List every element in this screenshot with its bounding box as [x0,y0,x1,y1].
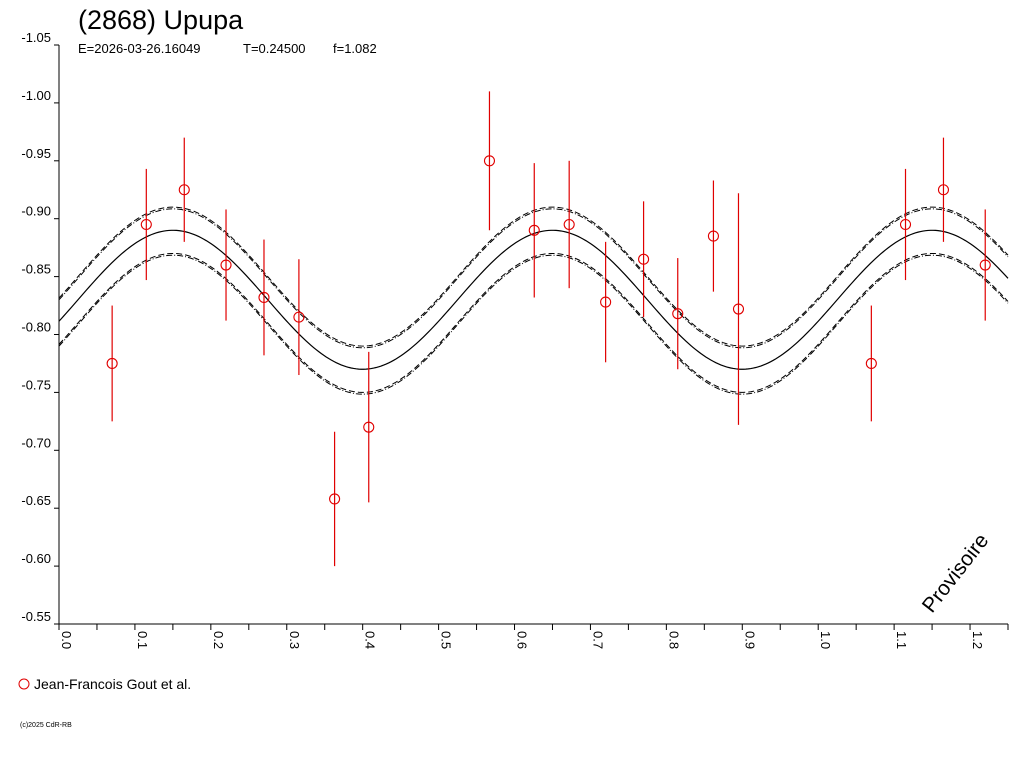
y-tick-label-2: -0.95 [21,146,51,161]
y-tick-label-9: -0.60 [21,551,51,566]
data-point-0-12 [638,253,650,265]
axes [58,45,1008,625]
y-tick-label-6: -0.75 [21,377,51,392]
y-tick-label-1: -1.00 [21,88,51,103]
y-tick-label-4: -0.85 [21,262,51,277]
copyright-text: (c)2025 CdR-RB [20,722,72,729]
fit-band-lower-dashed [58,252,1009,393]
data-point-0-2 [178,184,190,196]
data-point-0-14 [707,230,719,242]
data-point-0-15 [732,303,745,315]
x-tick-label-11: 1.1 [894,631,909,649]
x-tick-label-0: 0.0 [59,631,74,649]
data-point-0-5 [293,311,305,323]
legend-marker [18,678,30,690]
data-point-0-17 [899,218,912,231]
data-point-0-9 [528,224,540,236]
y-ticks: -1.05 -1.00 -0.95 -0.90 -0.85 -0.80 -0.75 -0.70… [21,30,59,625]
x-tick-label-1: 0.1 [135,631,150,649]
data-point-0-0 [106,357,118,370]
data-point-0-4 [258,291,270,303]
x-tick-label-7: 0.7 [590,631,605,649]
fit-curves [58,206,1009,395]
fit-band-upper-dashed [58,206,1009,347]
data-point-0-16 [865,357,877,370]
y-tick-label-0: -1.05 [21,30,51,45]
x-tick-label-6: 0.6 [515,631,530,649]
x-tick-label-5: 0.5 [439,631,454,649]
data-point-0-11 [600,296,612,308]
y-tick-label-3: -0.90 [21,204,51,219]
x-tick-label-8: 0.8 [666,631,681,649]
y-tick-label-10: -0.55 [21,609,51,624]
x-ticks: 0.0 0.1 0.2 0.3 0.4 0.5 0.6 0.7 0.8 0.9 1.0 1.1 1.2 [58,624,1009,649]
period-label: T=0.24500 [243,41,306,56]
chart-title: (2868) Upupa [78,5,244,35]
data-point-0-18 [937,184,950,196]
x-tick-label-3: 0.3 [287,631,302,649]
fit-label: f=1.082 [333,41,377,56]
y-tick-label-7: -0.70 [21,435,51,450]
data-point-0-10 [563,218,575,231]
data-point-0-8 [483,155,496,167]
data-point-0-1 [140,218,152,231]
data-point-0-6 [329,493,341,505]
provisoire-watermark: Provisoire [918,529,994,617]
legend: Jean-Francois Gout et al. [18,676,191,692]
y-tick-label-8: -0.65 [21,493,51,508]
legend-label: Jean-Francois Gout et al. [34,676,191,692]
x-tick-label-4: 0.4 [363,631,378,649]
data-point-0-13 [672,308,684,320]
data-points [106,91,991,567]
x-tick-label-9: 0.9 [742,631,757,649]
fit-curve-main [58,229,1009,370]
fit-band-lower-dashdot [58,254,1009,395]
x-tick-label-2: 0.2 [211,631,226,649]
x-tick-label-10: 1.0 [818,631,833,649]
data-point-0-19 [979,259,991,271]
data-point-0-7 [363,421,375,433]
fit-band-upper-dashdot [58,208,1009,349]
y-tick-label-5: -0.80 [21,320,51,335]
x-tick-label-12: 1.2 [970,631,985,649]
data-point-0-3 [220,259,232,271]
epoch-label: E=2026-03-26.16049 [78,41,201,56]
